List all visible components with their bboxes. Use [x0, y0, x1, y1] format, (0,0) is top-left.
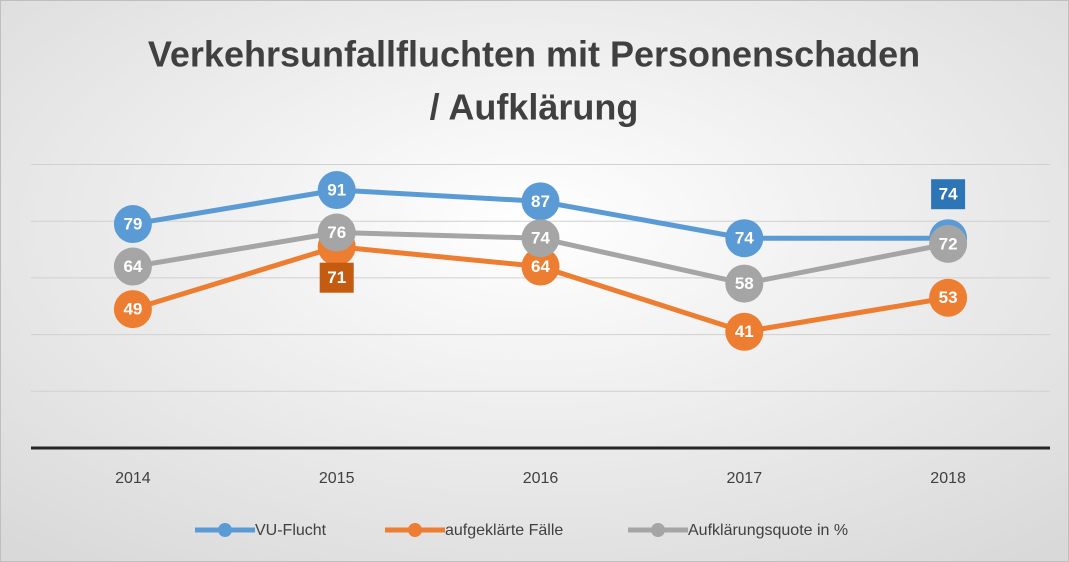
data-point [521, 247, 560, 286]
x-tick-label: 2015 [319, 470, 355, 487]
data-label: 74 [735, 229, 754, 248]
data-point [113, 290, 152, 329]
data-label: 74 [531, 229, 550, 248]
data-label: 87 [531, 192, 550, 211]
x-tick-label: 2016 [523, 470, 559, 487]
data-point [929, 224, 968, 263]
data-label: 79 [123, 215, 142, 234]
data-point [725, 264, 764, 303]
chart-title: Verkehrsunfallfluchten mit Personenschad… [148, 34, 920, 75]
data-label: 71 [327, 268, 346, 287]
data-point [113, 247, 152, 286]
data-point [725, 219, 764, 258]
legend-marker [218, 523, 232, 537]
data-label: 76 [327, 223, 346, 242]
legend-marker [408, 523, 422, 537]
data-point [929, 278, 968, 317]
x-tick-label: 2018 [930, 470, 966, 487]
data-point [521, 219, 560, 258]
data-label: 64 [123, 257, 142, 276]
data-label: 74 [939, 185, 958, 204]
data-point [113, 205, 152, 244]
legend-marker [651, 523, 665, 537]
data-point [317, 171, 356, 210]
data-label: 91 [327, 180, 346, 199]
data-point [725, 312, 764, 351]
data-label: 72 [939, 234, 958, 253]
legend-label: VU-Flucht [255, 522, 327, 539]
legend-label: aufgeklärte Fälle [445, 522, 563, 539]
x-tick-label: 2017 [727, 470, 763, 487]
data-label-box [319, 262, 354, 293]
data-label: 49 [123, 300, 142, 319]
x-tick-label: 2014 [115, 470, 151, 487]
data-point [521, 182, 560, 221]
legend-label: Aufklärungsquote in % [688, 522, 848, 539]
data-label: 58 [735, 274, 754, 293]
data-label: 41 [735, 322, 754, 341]
data-label: 53 [939, 288, 958, 307]
data-point [317, 213, 356, 252]
chart-title: / Aufklärung [430, 87, 639, 128]
data-label-box [931, 179, 966, 210]
data-label: 64 [531, 257, 550, 276]
